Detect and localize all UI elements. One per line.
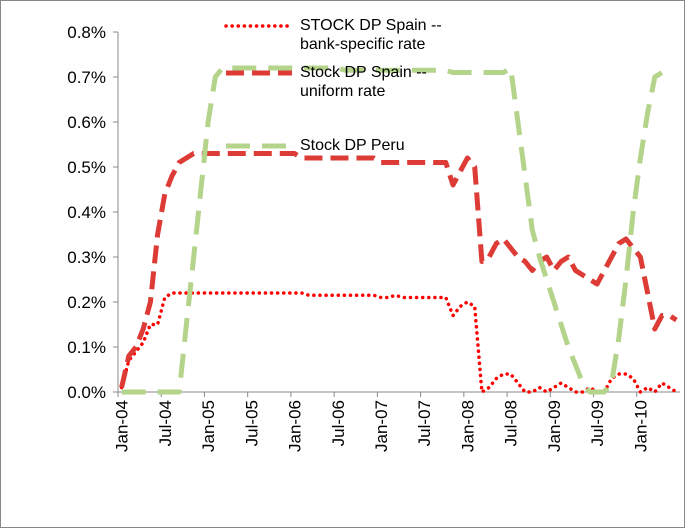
series-line	[119, 151, 678, 389]
x-tick-label: Jan-04	[113, 400, 132, 452]
y-tick-label: 0.2%	[67, 293, 106, 312]
x-tick-label: Jan-07	[372, 400, 391, 452]
y-tick-label: 0.5%	[67, 158, 106, 177]
y-tick-label: 0.6%	[67, 113, 106, 132]
y-tick-label: 0.8%	[67, 23, 106, 42]
y-tick-label: 0.7%	[67, 68, 106, 87]
x-tick-label: Jul-07	[415, 400, 434, 446]
x-tick-label: Jul-04	[156, 400, 175, 446]
series-line	[119, 291, 679, 394]
x-tick-label: Jan-10	[631, 400, 650, 452]
x-tick-label: Jan-05	[199, 400, 218, 452]
x-tick-label: Jul-09	[588, 400, 607, 446]
x-tick-label: Jul-08	[502, 400, 521, 446]
x-tick-label: Jul-05	[242, 400, 261, 446]
legend-label: Stock DP Spain -- uniform rate	[300, 64, 427, 100]
x-tick-label: Jan-08	[458, 400, 477, 452]
x-tick-label: Jan-09	[545, 400, 564, 452]
y-tick-label: 0.3%	[67, 248, 106, 267]
series-line	[121, 65, 664, 395]
legend-label: STOCK DP Spain -- bank-specific rate	[300, 17, 442, 53]
legend-label: Stock DP Peru	[300, 137, 405, 154]
y-tick-label: 0.1%	[67, 338, 106, 357]
y-tick-label: 0.4%	[67, 203, 106, 222]
y-tick-label: 0.0%	[67, 383, 106, 402]
x-tick-label: Jul-06	[329, 400, 348, 446]
x-tick-label: Jan-06	[286, 400, 305, 452]
